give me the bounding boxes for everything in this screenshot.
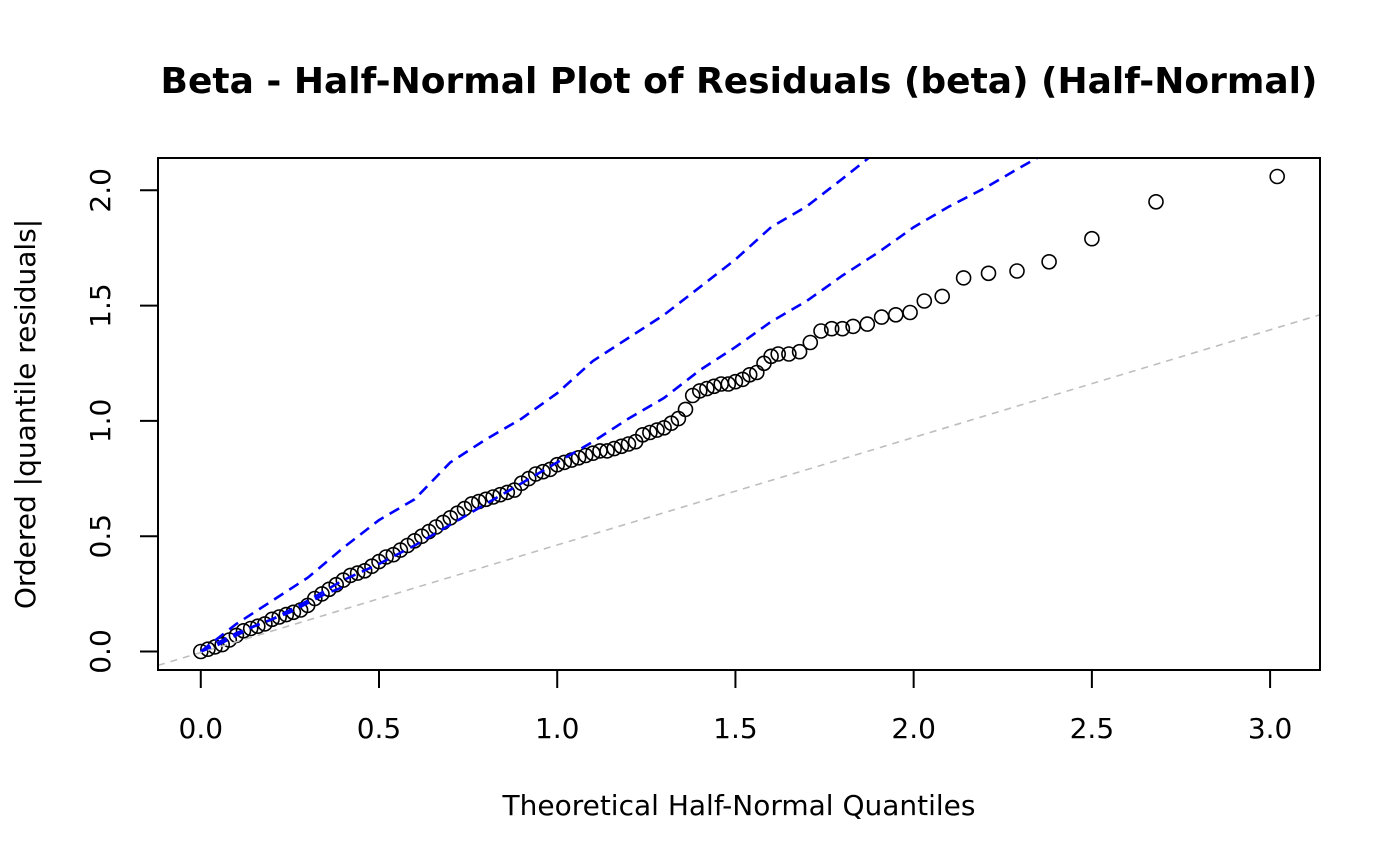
x-axis-label: Theoretical Half-Normal Quantiles xyxy=(502,789,976,822)
residual-point xyxy=(535,463,551,480)
residual-point xyxy=(242,620,259,637)
residual-point xyxy=(813,323,829,339)
residual-point xyxy=(527,466,544,482)
x-tick-label: 1.0 xyxy=(535,712,580,745)
reference-line xyxy=(158,314,1320,667)
residual-point xyxy=(791,343,808,360)
residual-point xyxy=(264,611,280,628)
residual-point xyxy=(193,643,209,660)
residual-point xyxy=(1084,230,1100,247)
residual-point xyxy=(902,304,918,321)
residual-point xyxy=(492,486,509,503)
residual-point xyxy=(934,288,951,305)
y-tick-label: 1.5 xyxy=(84,283,117,328)
residual-point xyxy=(642,424,658,441)
residual-point xyxy=(720,376,737,392)
residual-point xyxy=(499,484,516,501)
residual-point xyxy=(770,346,787,362)
residual-point xyxy=(349,565,366,581)
residual-point xyxy=(278,606,295,623)
residual-point xyxy=(463,496,480,512)
residual-point xyxy=(834,320,851,337)
residual-point xyxy=(271,609,288,625)
residual-point xyxy=(1148,194,1164,210)
residual-point xyxy=(916,293,933,309)
residual-point xyxy=(235,622,252,639)
envelope-upper-line xyxy=(200,158,871,653)
y-tick-label: 2.0 xyxy=(84,168,117,213)
residual-point xyxy=(620,436,637,452)
residual-point xyxy=(677,401,694,418)
residual-point xyxy=(599,443,615,459)
residual-point xyxy=(200,641,216,658)
residual-point xyxy=(763,348,779,365)
residual-point xyxy=(691,383,708,399)
x-tick-label: 1.5 xyxy=(713,712,758,745)
residual-point xyxy=(699,380,715,397)
plot-frame xyxy=(157,157,1321,671)
residual-point xyxy=(781,346,797,362)
residual-point xyxy=(485,489,501,505)
chart-title: Beta - Half-Normal Plot of Residuals (be… xyxy=(161,61,1318,102)
x-axis: 0.0 0.5 1.0 1.5 2.0 2.5 3.0 xyxy=(179,669,1293,745)
residual-point xyxy=(823,320,840,337)
residual-point xyxy=(873,309,890,325)
x-tick-label: 3.0 xyxy=(1248,712,1293,745)
residual-point xyxy=(634,426,651,443)
residual-point xyxy=(859,316,876,332)
y-tick-label: 0.5 xyxy=(84,514,117,559)
residual-point xyxy=(342,567,359,584)
y-tick-label: 1.0 xyxy=(84,399,117,444)
y-axis: 0.0 0.5 1.0 1.5 2.0 xyxy=(84,168,159,674)
residual-point xyxy=(649,422,665,438)
residual-point xyxy=(1269,168,1285,185)
x-tick-label: 0.0 xyxy=(179,712,224,745)
residual-point xyxy=(887,306,904,323)
y-tick-label: 0.0 xyxy=(84,629,117,674)
residual-point xyxy=(741,366,758,383)
residual-point xyxy=(613,438,630,455)
y-axis-label: Ordered |quantile residuals| xyxy=(9,219,42,609)
residual-point xyxy=(1041,253,1057,270)
residual-point xyxy=(378,549,394,565)
residual-point xyxy=(980,265,997,282)
residual-point xyxy=(577,447,594,464)
residual-point xyxy=(549,456,566,473)
envelope-middle-line xyxy=(200,158,1040,653)
residual-point xyxy=(802,334,819,351)
residual-point xyxy=(727,373,744,390)
x-tick-label: 2.0 xyxy=(891,712,936,745)
residual-point xyxy=(1009,263,1025,279)
x-tick-label: 2.5 xyxy=(1070,712,1115,745)
envelope-lower-line xyxy=(200,585,344,653)
residual-point xyxy=(955,270,972,286)
x-tick-label: 0.5 xyxy=(357,712,402,745)
residual-point xyxy=(570,449,587,466)
residual-point xyxy=(606,440,623,457)
